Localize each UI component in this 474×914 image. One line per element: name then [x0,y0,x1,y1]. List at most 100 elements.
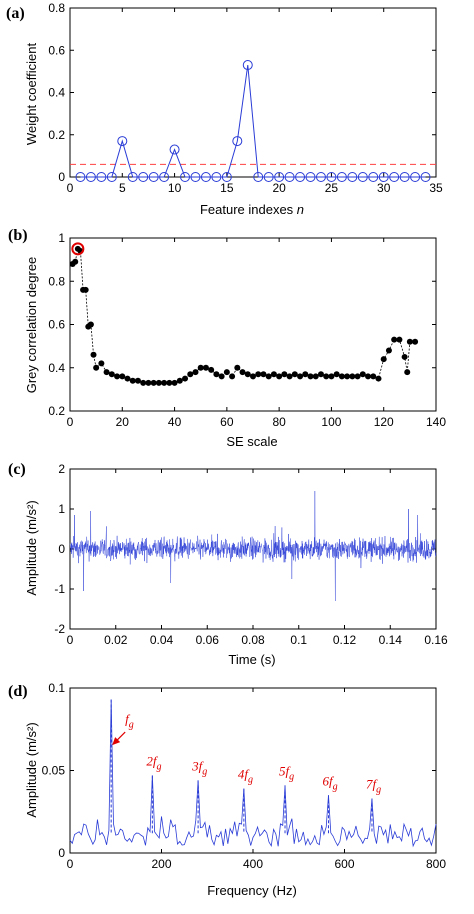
panel-b-ytick-label: 1 [58,231,65,245]
panel-d-ytick-label: 0.05 [42,764,66,778]
grey-point [349,373,356,380]
grey-point [90,351,97,358]
grey-series-line [72,248,416,384]
panel-c-ylabel: Amplitude (m/s²) [24,500,39,595]
panel-d-xtick-label: 200 [151,857,171,871]
grey-point [307,373,314,380]
grey-point [218,373,225,380]
grey-point [108,371,115,378]
weight-point [263,172,274,182]
panel-a-xtick-label: 20 [272,181,286,195]
fundamental-arrow-head [112,737,121,746]
panel-c-ytick-label: 1 [58,502,65,516]
grey-point [365,373,372,380]
weight-point [347,172,358,182]
grey-point [344,373,351,380]
grey-point [182,375,189,382]
panel-c-ytick-label: 2 [58,462,65,476]
weight-point [75,172,86,182]
grey-point [406,338,413,345]
panel-b-xtick-label: 0 [67,415,74,429]
weight-point [148,172,159,182]
grey-point [114,373,121,380]
panel-a-xtick-label: 10 [168,181,182,195]
panel-a-xtick-label: 0 [67,181,74,195]
grey-point [380,356,387,363]
spectrum-line [69,699,437,848]
grey-point [223,369,230,376]
harmonic-label: 6fg [322,773,337,792]
grey-point [140,379,147,386]
grey-point [385,347,392,354]
grey-point [312,373,319,380]
grey-point [404,369,411,376]
grey-point [359,371,366,378]
weight-point [420,172,431,182]
harmonic-label: 4fg [238,767,253,786]
grey-point [375,375,382,382]
grey-point [391,336,398,343]
weight-point [96,172,107,182]
harmonic-label: fg [125,712,134,731]
grey-point [187,371,194,378]
weight-point [284,172,295,182]
grey-point [401,353,408,360]
grey-point [192,369,199,376]
weight-point [336,172,347,182]
grey-point [213,371,220,378]
grey-point [270,371,277,378]
panel-d-xtick-label: 0 [67,857,74,871]
grey-point [150,379,157,386]
panel-d-xtick-label: 800 [426,857,446,871]
weight-point [232,136,243,147]
panel-a-ylabel: Weight coefficient [24,43,39,146]
panel-b-xtick-label: 60 [220,415,234,429]
weight-point [117,136,128,147]
weight-point [410,172,421,182]
grey-point [338,373,345,380]
panel-b-xtick-label: 120 [374,415,394,429]
weight-point [85,172,96,182]
panel-c-xlabel: Time (s) [228,652,275,667]
grey-point [208,366,215,373]
max-point-highlight [71,242,85,256]
grey-point [202,364,209,371]
panel-c-ytick-label: 0 [58,542,65,556]
grey-point [328,373,335,380]
panel-a-ytick-label: 0.6 [48,43,65,57]
panel-c-xtick-label: 0.06 [196,633,220,647]
grey-point [134,377,141,384]
panel-a-ytick-label: 0.4 [48,86,65,100]
panel-b-xtick-label: 140 [426,415,446,429]
grey-point [145,379,152,386]
panel-b-xtick-label: 20 [116,415,130,429]
weight-point [242,60,253,71]
weight-point [274,172,285,182]
panel-b-xlabel: SE scale [226,434,277,449]
weight-point [253,172,264,182]
weight-point [190,172,201,182]
grey-point [396,336,403,343]
weight-point [138,172,149,182]
grey-point [244,371,251,378]
weight-point [389,172,400,182]
panel-a-xlabel: Feature indexes n [200,202,304,217]
panel-b-ytick-label: 0.6 [48,318,65,332]
harmonic-label: 5fg [279,763,294,782]
grey-point [155,379,162,386]
panel-b-xtick-label: 40 [168,415,182,429]
panel-a-label: (a) [6,5,25,22]
grey-point [176,377,183,384]
panel-d-ytick-label: 0.1 [48,681,65,695]
grey-point [302,371,309,378]
grey-point [276,373,283,380]
grey-point [412,338,419,345]
panel-d-xlabel: Frequency (Hz) [207,883,297,898]
grey-point [171,379,178,386]
grey-point [333,371,340,378]
panel-c-xtick-label: 0.08 [241,633,265,647]
grey-point [166,379,173,386]
weight-point [127,172,138,182]
panel-b-ytick-label: 0.2 [48,404,65,418]
